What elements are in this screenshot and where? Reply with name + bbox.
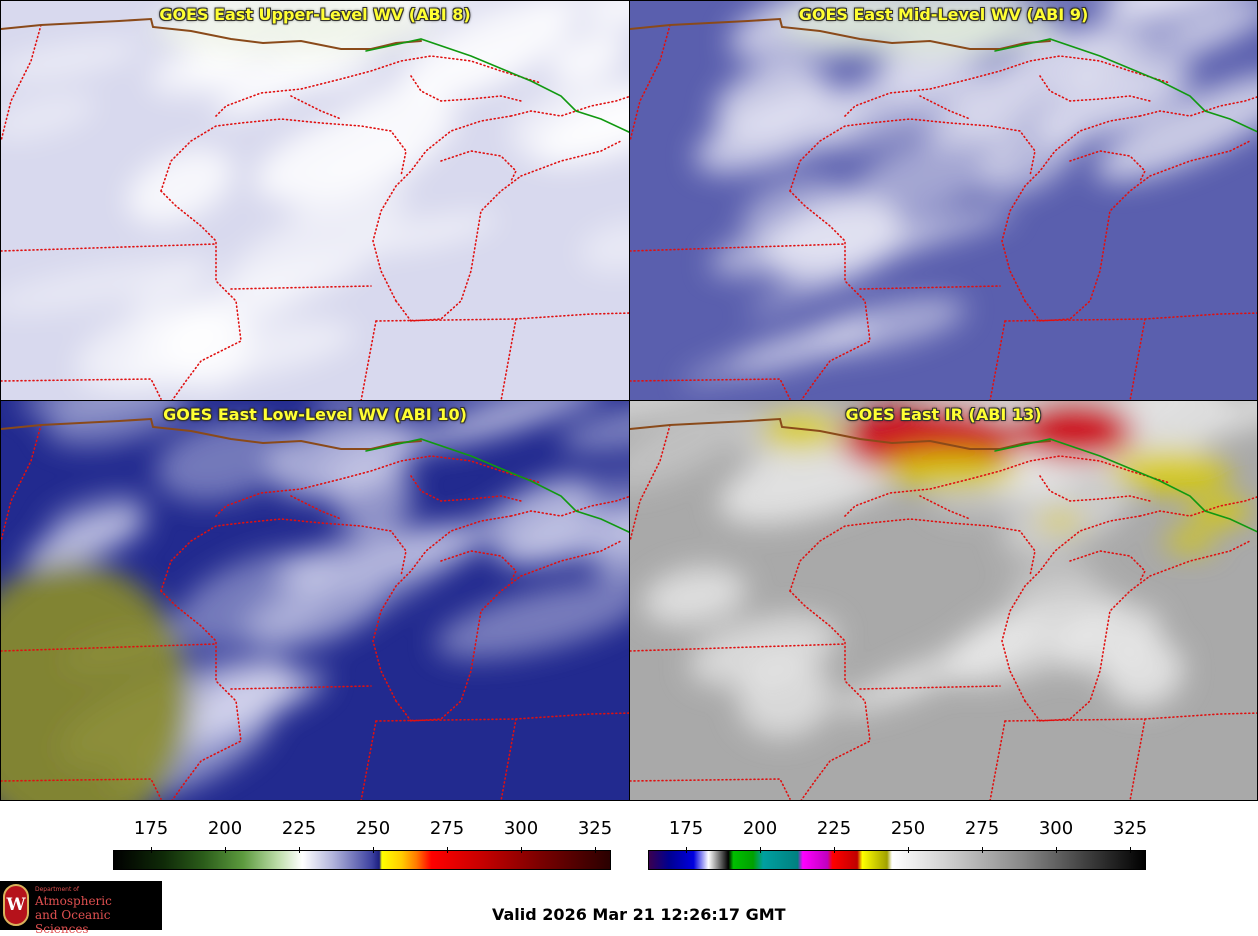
logo-dept: Department of [35, 886, 79, 893]
map-ir [630, 401, 1257, 800]
colorbar-tick [447, 847, 448, 853]
tick-label: 175 [668, 818, 704, 839]
colorbar-tick [373, 847, 374, 853]
tick-label: 200 [207, 818, 243, 839]
tick-label: 325 [1112, 818, 1148, 839]
tick-label: 250 [890, 818, 926, 839]
uw-crest-icon: W [3, 884, 29, 926]
panel-ir: GOES East IR (ABI 13) [629, 400, 1258, 801]
logo-line2: and Oceanic Sciences [35, 908, 111, 936]
wv-colorbar [113, 850, 611, 870]
panel-upper-level-wv: GOES East Upper-Level WV (ABI 8) [0, 0, 630, 401]
colorbar-tick [686, 847, 687, 853]
tick-label: 325 [577, 818, 613, 839]
colorbar-tick [760, 847, 761, 853]
tick-label: 300 [503, 818, 539, 839]
colorbar-tick [982, 847, 983, 853]
logo-line1: Atmospheric [35, 894, 112, 908]
panel-title: GOES East IR (ABI 13) [845, 405, 1042, 424]
uw-aos-logo: W Department of Atmospheric and Oceanic … [0, 881, 162, 936]
valid-time: Valid 2026 Mar 21 12:26:17 GMT [492, 905, 786, 924]
colorbar-tick [1130, 847, 1131, 853]
colorbar-tick [595, 847, 596, 853]
tick-label: 250 [355, 818, 391, 839]
ir-colorbar-ticks: 175 200 225 250 275 300 325 [648, 818, 1148, 840]
colorbar-tick [299, 847, 300, 853]
panel-low-level-wv: GOES East Low-Level WV (ABI 10) [0, 400, 630, 801]
map-mid-level-wv [630, 1, 1257, 400]
tick-label: 275 [429, 818, 465, 839]
map-upper-level-wv [1, 1, 629, 400]
panel-title: GOES East Low-Level WV (ABI 10) [163, 405, 467, 424]
colorbar-tick [225, 847, 226, 853]
panel-title: GOES East Upper-Level WV (ABI 8) [159, 5, 471, 24]
map-low-level-wv [1, 401, 629, 800]
colorbar-tick [1056, 847, 1057, 853]
tick-label: 225 [816, 818, 852, 839]
tick-label: 300 [1038, 818, 1074, 839]
colorbar-tick [151, 847, 152, 853]
tick-label: 200 [742, 818, 778, 839]
colorbar-tick [521, 847, 522, 853]
tick-label: 225 [281, 818, 317, 839]
tick-label: 175 [133, 818, 169, 839]
wv-colorbar-ticks: 175 200 225 250 275 300 325 [113, 818, 613, 840]
ir-colorbar [648, 850, 1146, 870]
colorbar-tick [908, 847, 909, 853]
panel-title: GOES East Mid-Level WV (ABI 9) [798, 5, 1089, 24]
colorbar-tick [834, 847, 835, 853]
tick-label: 275 [964, 818, 1000, 839]
panel-mid-level-wv: GOES East Mid-Level WV (ABI 9) [629, 0, 1258, 401]
